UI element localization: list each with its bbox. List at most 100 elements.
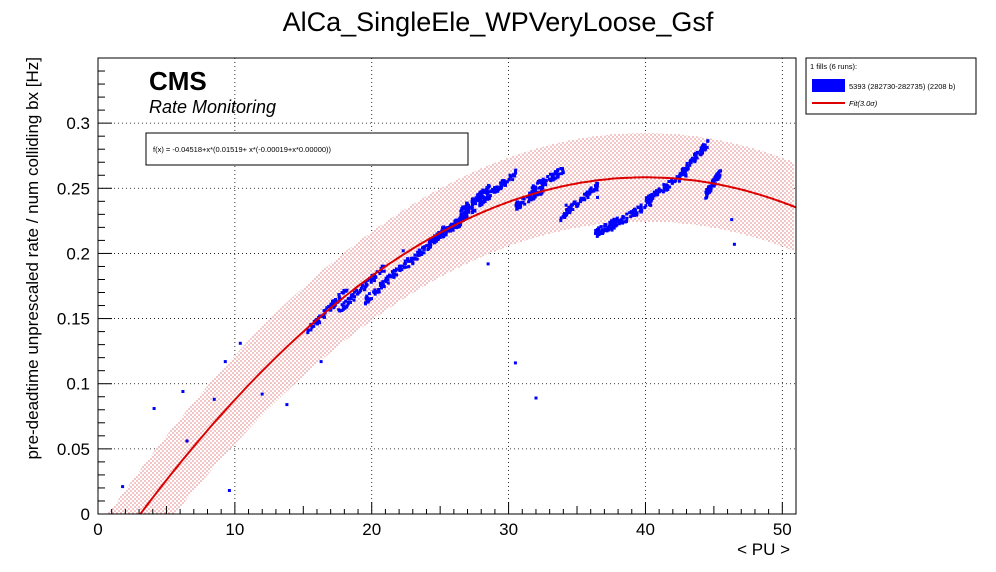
data-point [643,206,647,209]
data-point [652,194,656,198]
data-point [499,181,503,185]
data-point [355,288,359,292]
data-point [575,202,579,206]
data-point [369,280,373,284]
data-point [670,179,674,183]
data-point [565,208,568,212]
data-point [344,299,348,303]
data-point [382,285,386,289]
data-point [450,226,454,230]
data-point [421,245,425,249]
data-point [337,296,341,300]
data-point [459,215,463,219]
legend-marker-series [812,79,845,92]
data-point [427,243,431,247]
data-point [465,201,469,205]
data-point [394,269,398,273]
data-point [428,239,432,243]
data-point [706,139,710,143]
data-point [479,199,483,203]
data-point [367,292,371,296]
data-point [471,203,474,207]
data-point [483,196,487,200]
data-point [432,237,436,241]
data-point [487,197,491,201]
data-point [499,183,503,187]
data-point [663,188,667,192]
data-point [407,265,411,269]
data-point [544,179,548,183]
data-point [417,253,421,257]
data-point [612,226,616,230]
data-point [705,193,709,197]
data-point [712,180,716,184]
data-point [612,224,616,227]
data-point [306,331,310,335]
fit-formula: f(x) = -0.04518+x*(0.01519+ x*(-0.00019+… [153,145,332,154]
data-point [456,225,460,229]
data-point [675,175,679,179]
data-point [476,193,480,197]
data-point [717,176,721,180]
data-point [473,209,477,213]
data-point [353,290,357,294]
data-point [539,186,543,190]
data-point [507,178,511,182]
data-point [701,144,705,148]
data-point [339,309,342,313]
data-point [306,328,310,332]
data-point [635,211,639,215]
data-point [605,229,609,233]
data-point [586,196,590,199]
data-point [599,225,603,229]
data-point [622,220,626,224]
data-point [601,231,605,235]
data-point [341,291,345,295]
x-tick-label: 40 [636,520,655,539]
data-point [694,154,698,157]
data-point [564,214,568,218]
data-point [563,216,567,219]
data-point [563,212,567,215]
data-point [515,200,519,204]
data-point [384,276,388,280]
data-point [618,219,622,223]
fit-band [106,133,794,514]
data-point [359,286,363,290]
data-point [530,191,534,195]
data-point [449,229,452,233]
data-point [655,189,658,193]
data-point [422,247,426,251]
data-point [386,281,390,285]
data-point [628,211,632,215]
data-point [539,188,543,192]
data-point-outlier [730,218,734,222]
data-point [443,231,447,235]
data-point [492,190,496,194]
data-point [587,192,591,196]
data-point [532,185,536,189]
data-point [403,259,407,263]
data-point-outlier [513,361,517,365]
y-tick-label: 0.15 [57,310,90,329]
data-point [571,208,575,211]
data-point [551,178,555,182]
data-point [647,196,651,200]
data-point [515,204,518,208]
data-point [661,189,665,193]
data-point [465,206,468,210]
data-point [677,179,681,183]
data-point [595,188,599,192]
rate-monitoring-label: Rate Monitoring [149,97,276,117]
data-point [452,222,456,226]
data-point-outlier [319,360,323,364]
data-point [700,148,704,152]
data-point [486,195,489,199]
data-point-outlier [401,249,405,253]
data-point [615,219,619,223]
data-point [556,169,559,173]
data-point [604,223,608,227]
data-point [648,194,652,198]
data-point [549,172,552,176]
data-point [656,193,659,197]
